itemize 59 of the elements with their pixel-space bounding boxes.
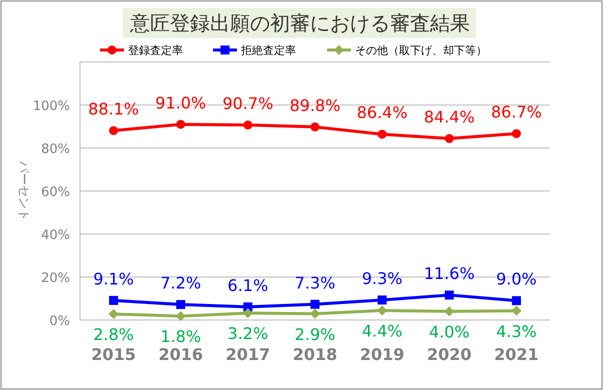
data-label: 1.8% [160, 327, 202, 346]
point [378, 296, 387, 305]
data-label: 86.7% [491, 102, 542, 122]
legend-label: 登録査定率 [128, 44, 183, 57]
y-tick-label: 0% [49, 314, 70, 329]
x-tick-label: 2019 [360, 345, 404, 364]
y-tick-label: 80% [41, 142, 70, 157]
y-tick-label: 40% [41, 228, 70, 243]
point [444, 306, 454, 316]
y-tick-label: 20% [41, 271, 70, 286]
data-label: 2.8% [93, 324, 134, 344]
data-label: 89.8% [290, 96, 340, 115]
data-label: 9.3% [362, 269, 402, 288]
x-tick-label: 2015 [91, 345, 136, 364]
y-tick-label: 60% [41, 185, 70, 200]
x-tick-label: 2016 [158, 345, 203, 364]
data-label: 11.6% [424, 264, 475, 284]
y-axis-title: パーセント [17, 160, 31, 221]
point [109, 296, 118, 305]
x-tick-label: 2018 [292, 345, 338, 364]
data-label: 4.0% [428, 322, 470, 342]
data-label: 6.1% [228, 276, 268, 295]
x-tick-label: 2017 [226, 345, 270, 364]
chart-title: 意匠登録出願の初審における審査結果 [129, 11, 470, 35]
legend-label: 拒絶査定率 [240, 44, 296, 57]
data-label: 88.1% [88, 100, 139, 119]
data-label: 86.4% [356, 103, 408, 122]
data-label: 3.2% [228, 324, 268, 344]
point [242, 308, 253, 318]
point [176, 120, 186, 129]
data-label: 2.9% [294, 324, 336, 344]
point [310, 122, 320, 132]
data-label: 4.3% [496, 322, 537, 341]
point [512, 296, 521, 306]
data-label: 9.1% [93, 269, 134, 288]
data-label: 84.4% [424, 108, 475, 127]
point [511, 306, 522, 316]
data-label: 4.4% [362, 322, 402, 341]
point [108, 308, 119, 319]
point [378, 130, 387, 139]
data-label: 7.3% [294, 273, 336, 292]
point [377, 306, 388, 316]
point [444, 290, 454, 300]
point [310, 300, 320, 309]
x-tick-label: 2021 [494, 345, 539, 364]
data-label: 9.0% [496, 270, 537, 289]
point [310, 308, 320, 319]
data-label: 7.2% [160, 274, 202, 293]
legend-label: その他（取下げ、却下等） [355, 44, 487, 57]
point [243, 120, 252, 130]
point [176, 311, 186, 322]
data-label: 90.7% [222, 94, 274, 113]
point [444, 134, 454, 144]
data-label: 91.0% [155, 93, 206, 112]
point [109, 126, 118, 136]
point [512, 129, 521, 138]
x-tick-label: 2020 [427, 345, 472, 364]
y-tick-label: 100% [32, 99, 70, 114]
point [176, 300, 186, 310]
